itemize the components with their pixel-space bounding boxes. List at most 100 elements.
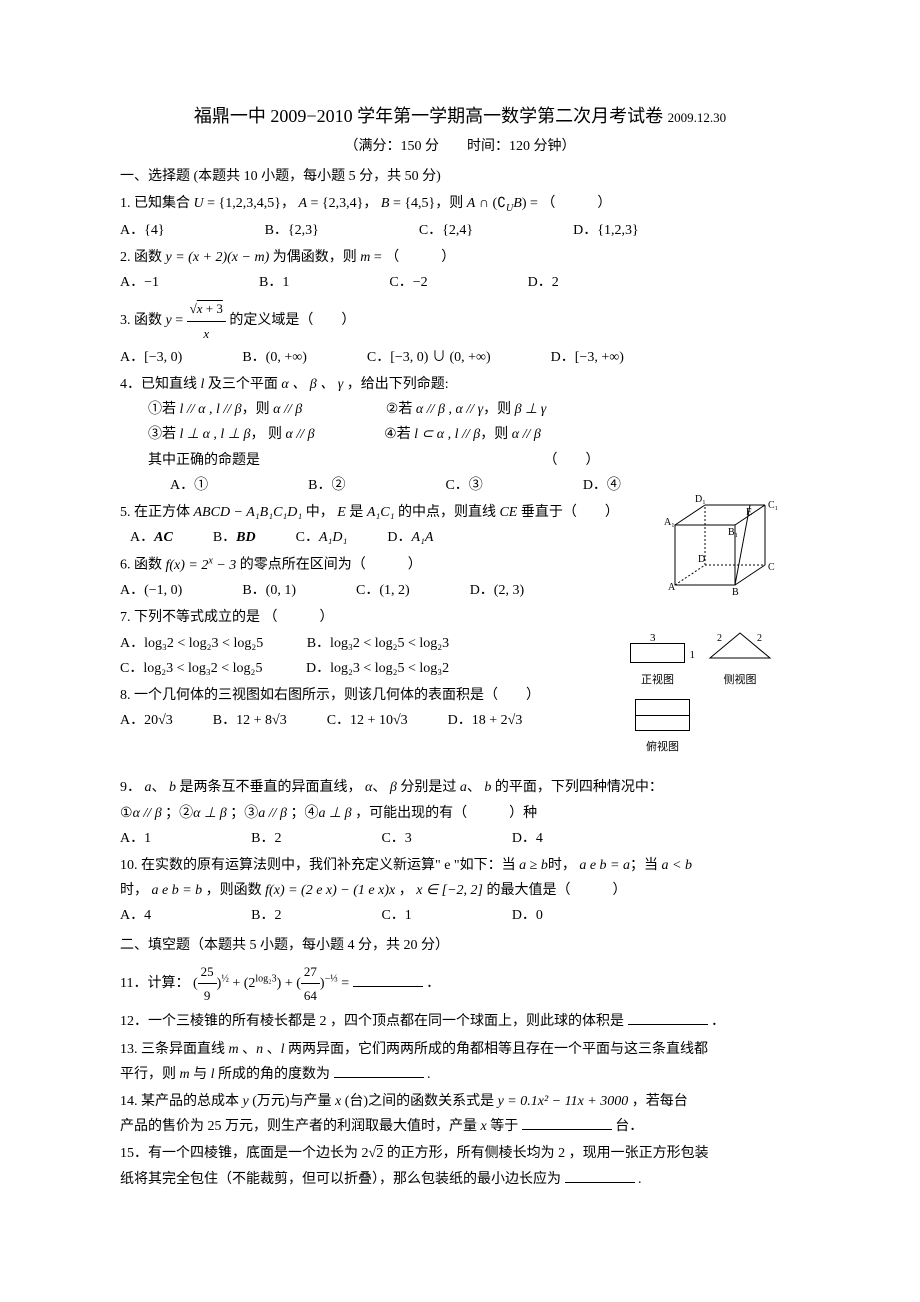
question-6: 6. 函数 f(x) = 2x − 3 的零点所在区间为（ ） xyxy=(120,552,800,578)
q5-text4: 的中点，则直线 xyxy=(398,505,500,520)
question-5: 5. 在正方体 ABCD − A₁B₁C₁D₁ 中， E 是 A₁C₁ 的中点，… xyxy=(120,500,800,525)
q4-planes: α 、 β 、 γ xyxy=(281,377,346,392)
q9-sep2: 、 xyxy=(372,780,386,795)
q4-text2: 及三个平面 xyxy=(208,377,282,392)
label-B1: B₁ xyxy=(728,527,738,538)
q2-m: m xyxy=(360,250,370,265)
q5-c-pre: C． xyxy=(296,530,319,545)
q7-opt-c: C．log₂3 < log₃2 < log₂5 xyxy=(120,656,262,681)
q11-frac2: 2764 xyxy=(301,960,320,1008)
q8-opt-b: B．12 + 8√3 xyxy=(213,708,287,733)
q1-options: A．{4} B．{2,3} C．{2,4} D．{1,2,3} xyxy=(120,218,800,243)
section-1-header: 一、选择题 (本题共 10 小题，每小题 5 分，共 50 分) xyxy=(120,164,800,189)
q10-t2: 时， xyxy=(548,858,576,873)
q9-text3: 是两条互不垂直的异面直线， xyxy=(176,780,362,795)
q3-frac: √x + 3 x xyxy=(187,297,226,345)
q6-opt-d: D．(2, 3) xyxy=(470,578,524,603)
q9-opt-a: A．1 xyxy=(120,826,151,851)
q7-opt-d: D．log₂3 < log₂5 < log₃2 xyxy=(306,656,449,681)
q3-options: A．[−3, 0) B．(0, +∞) C．[−3, 0) ∪ (0, +∞) … xyxy=(120,345,800,370)
q11-frac1: 259 xyxy=(198,960,217,1008)
dim-3: 3 xyxy=(650,629,656,649)
q10-l2d: 的最大值是（ ） xyxy=(486,883,626,898)
q10-cond1: a ≥ b xyxy=(519,858,548,873)
q13-sep1: 、 xyxy=(242,1042,256,1057)
label-C1: C₁ xyxy=(768,500,778,511)
q10-def1: a e b = a xyxy=(579,858,630,873)
q13-text4: 两两异面，它们两两所成的角都相等且存在一个平面与这三条直线都 xyxy=(288,1042,708,1057)
q12-blank xyxy=(628,1011,708,1025)
q13-blank xyxy=(334,1064,424,1078)
q9-line2: ①α // β ；②α ⊥ β ；③a // β ；④a ⊥ β ，可能出现的有… xyxy=(120,801,800,826)
q2-options: A．−1 B．1 C．−2 D．2 xyxy=(120,270,800,295)
top-view-label: 俯视图 xyxy=(635,738,690,758)
q8-opt-a: A．20√3 xyxy=(120,708,173,733)
q2-opt-c: C．−2 xyxy=(389,270,427,295)
title-text: 福鼎一中 2009−2010 学年第一学期高一数学第二次月考试卷 xyxy=(194,106,663,126)
side-view: 2 2 xyxy=(705,628,775,663)
q13-sep2: 、 xyxy=(267,1042,281,1057)
q9-l2e: ，可能出现的有（ ）种 xyxy=(355,806,537,821)
q4-p3-m: l ⊥ α , l ⊥ β xyxy=(180,427,251,442)
q4-p4-m: l ⊂ α , l // β xyxy=(414,427,480,442)
q3-text2: 的定义域是（ ） xyxy=(229,313,355,328)
q5-opt-d: D．A₁A xyxy=(387,525,433,550)
q2-opt-b: B．1 xyxy=(259,270,289,295)
q10-opt-d: D．0 xyxy=(512,903,543,928)
q3-opt-d: D．[−3, +∞) xyxy=(551,345,624,370)
label-B: B xyxy=(732,587,739,598)
q11-blank xyxy=(353,973,423,987)
q5-opt-a: A．AC xyxy=(130,525,173,550)
q9-sep3: 、 xyxy=(467,780,481,795)
front-view xyxy=(630,643,685,663)
q4-p3-c: α // β xyxy=(286,427,315,442)
q4-opt-c: C．③ xyxy=(445,473,482,498)
q8-opt-c: C．12 + 10√3 xyxy=(327,708,408,733)
q9-text: 9． xyxy=(120,780,141,795)
q1-sep1: ， xyxy=(281,196,295,211)
q9-c1: α // β xyxy=(133,806,162,821)
q9-opt-d: D．4 xyxy=(512,826,543,851)
q4-prop3: ③若 l ⊥ α , l ⊥ β， 则 α // β ④若 l ⊂ α , l … xyxy=(120,422,800,447)
q7-opt-b: B．log₃2 < log₂5 < log₂3 xyxy=(307,631,449,656)
q3-opt-a: A．[−3, 0) xyxy=(120,345,182,370)
q1-set-b: B xyxy=(381,196,390,211)
q14-x: x xyxy=(335,1094,341,1109)
dim-1: 1 xyxy=(690,646,696,666)
q14-text2: (万元)与产量 xyxy=(252,1094,335,1109)
q4-p4-pre: ④若 xyxy=(384,427,414,442)
q6-text: 6. 函数 xyxy=(120,558,166,573)
q10-l2c: ， xyxy=(399,883,413,898)
q4-text4-line: 其中正确的命题是 （ ） xyxy=(120,448,800,473)
q6-opt-c: C．(1, 2) xyxy=(356,578,410,603)
q13-line2: 平行，则 m 与 l 所成的角的度数为 . xyxy=(120,1062,800,1087)
q9-b: b xyxy=(169,780,176,795)
q13-n: n xyxy=(256,1042,263,1057)
q4-p4-c: α // β xyxy=(512,427,541,442)
q10-opt-b: B．2 xyxy=(251,903,281,928)
q4-text4: 其中正确的命题是 xyxy=(148,453,260,468)
q5-d-pre: D． xyxy=(387,530,411,545)
q4-prop1: ①若 l // α , l // β，则 α // β ②若 α // β , … xyxy=(120,397,800,422)
q1-sep2: ， xyxy=(363,196,377,211)
q9-l2b: ；② xyxy=(165,806,193,821)
q9-text5: 分别是过 xyxy=(397,780,460,795)
q9-l2d: ；④ xyxy=(290,806,318,821)
q3-text: 3. 函数 xyxy=(120,313,166,328)
q2-opt-d: D．2 xyxy=(528,270,559,295)
q9-a2: a xyxy=(460,780,467,795)
q15-text2: 的正方形，所有侧棱长均为 2 ，现用一张正方形包装 xyxy=(387,1146,709,1161)
q14-l2c: 台． xyxy=(615,1119,643,1134)
q10-dom: x ∈ [−2, 2] xyxy=(416,883,483,898)
q13-l2b: 与 xyxy=(193,1067,211,1082)
q13-l2c: 所成的角的度数为 xyxy=(218,1067,330,1082)
q5-text3: 是 xyxy=(349,505,367,520)
side-view-label: 侧视图 xyxy=(705,671,775,691)
q1-opt-b: B．{2,3} xyxy=(265,218,319,243)
q4-p1-pre: ①若 xyxy=(148,402,180,417)
q9-a: a xyxy=(145,780,152,795)
question-12: 12．一个三棱锥的所有棱长都是 2 ，四个顶点都在同一个球面上，则此球的体积是 … xyxy=(120,1009,800,1034)
q13-m2: m xyxy=(180,1067,190,1082)
q2-text2: 为偶函数，则 xyxy=(273,250,361,265)
q4-opt-d: D．④ xyxy=(583,473,621,498)
